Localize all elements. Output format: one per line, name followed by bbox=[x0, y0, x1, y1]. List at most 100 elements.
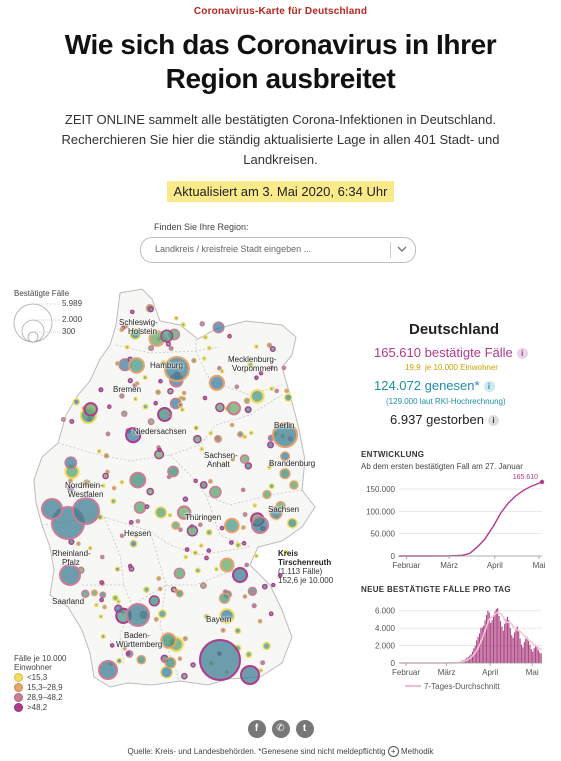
district-bubble[interactable] bbox=[157, 447, 162, 453]
district-bubble[interactable] bbox=[64, 456, 78, 470]
district-bubble[interactable] bbox=[128, 357, 145, 374]
district-bubble[interactable] bbox=[99, 591, 107, 599]
district-bubble[interactable] bbox=[199, 582, 207, 589]
district-bubble[interactable] bbox=[240, 665, 260, 685]
district-bubble[interactable] bbox=[107, 404, 112, 409]
district-bubble[interactable] bbox=[101, 483, 106, 489]
district-bubble[interactable] bbox=[251, 516, 269, 534]
district-bubble[interactable] bbox=[215, 402, 225, 413]
district-bubble[interactable] bbox=[109, 643, 115, 648]
district-bubble[interactable] bbox=[234, 627, 242, 635]
district-bubble[interactable] bbox=[173, 315, 179, 321]
district-bubble[interactable] bbox=[96, 448, 102, 454]
district-bubble[interactable] bbox=[181, 396, 186, 401]
district-bubble[interactable] bbox=[167, 512, 173, 518]
district-bubble[interactable] bbox=[191, 357, 197, 364]
district-bubble[interactable] bbox=[280, 451, 291, 462]
district-bubble[interactable] bbox=[204, 555, 209, 561]
district-bubble[interactable] bbox=[110, 498, 117, 505]
district-bubble[interactable] bbox=[102, 472, 109, 480]
district-bubble[interactable] bbox=[199, 481, 208, 489]
whatsapp-icon[interactable]: ✆ bbox=[271, 720, 290, 738]
district-bubble[interactable] bbox=[148, 595, 160, 607]
district-bubble[interactable] bbox=[182, 496, 189, 502]
district-bubble[interactable] bbox=[112, 594, 119, 602]
district-bubble[interactable] bbox=[258, 668, 263, 673]
district-bubble[interactable] bbox=[160, 632, 177, 649]
district-bubble[interactable] bbox=[154, 506, 168, 519]
district-bubble[interactable] bbox=[125, 651, 131, 656]
district-bubble[interactable] bbox=[155, 389, 161, 395]
district-bubble[interactable] bbox=[239, 454, 250, 464]
region-search-input[interactable] bbox=[155, 242, 375, 256]
district-bubble[interactable] bbox=[214, 566, 219, 572]
district-bubble[interactable] bbox=[90, 589, 98, 597]
district-bubble[interactable] bbox=[205, 528, 213, 536]
district-bubble[interactable] bbox=[142, 374, 148, 380]
district-bubble[interactable] bbox=[228, 540, 234, 546]
district-bubble[interactable] bbox=[148, 345, 155, 352]
district-bubble[interactable] bbox=[283, 549, 289, 555]
info-icon[interactable]: i bbox=[483, 381, 495, 392]
district-bubble[interactable] bbox=[206, 345, 212, 351]
district-bubble[interactable] bbox=[201, 356, 207, 361]
district-bubble[interactable] bbox=[194, 567, 201, 574]
plus-circle-icon[interactable]: + bbox=[387, 746, 399, 757]
district-bubble[interactable] bbox=[199, 321, 205, 327]
district-bubble[interactable] bbox=[135, 518, 141, 524]
district-bubble[interactable] bbox=[219, 608, 235, 624]
district-bubble[interactable] bbox=[167, 465, 180, 478]
district-bubble[interactable] bbox=[142, 403, 149, 410]
district-bubble[interactable] bbox=[241, 525, 246, 530]
district-bubble[interactable] bbox=[161, 658, 167, 664]
district-bubble[interactable] bbox=[164, 656, 177, 669]
district-bubble[interactable] bbox=[119, 327, 124, 333]
district-bubble[interactable] bbox=[281, 365, 287, 371]
district-bubble[interactable] bbox=[114, 604, 123, 613]
district-bubble[interactable] bbox=[83, 402, 98, 417]
district-bubble[interactable] bbox=[166, 474, 172, 480]
district-bubble[interactable] bbox=[126, 603, 150, 627]
district-bubble[interactable] bbox=[173, 567, 186, 580]
district-bubble[interactable] bbox=[243, 397, 251, 405]
district-bubble[interactable] bbox=[183, 554, 189, 560]
district-bubble[interactable] bbox=[184, 547, 190, 552]
district-bubble[interactable] bbox=[177, 656, 183, 662]
district-bubble[interactable] bbox=[125, 427, 142, 444]
district-bubble[interactable] bbox=[197, 522, 203, 527]
district-bubble[interactable] bbox=[257, 618, 263, 624]
district-bubble[interactable] bbox=[121, 410, 128, 417]
district-bubble[interactable] bbox=[130, 309, 135, 315]
district-bubble[interactable] bbox=[119, 479, 125, 485]
district-bubble[interactable] bbox=[219, 557, 235, 573]
district-bubble[interactable] bbox=[168, 345, 174, 351]
district-bubble[interactable] bbox=[244, 562, 249, 568]
district-bubble[interactable] bbox=[274, 388, 280, 394]
district-bubble[interactable] bbox=[240, 487, 246, 493]
district-bubble[interactable] bbox=[254, 344, 259, 349]
district-bubble[interactable] bbox=[266, 464, 272, 470]
district-bubble[interactable] bbox=[98, 660, 118, 680]
district-bubble[interactable] bbox=[244, 462, 253, 470]
district-bubble[interactable] bbox=[206, 548, 212, 553]
district-bubble[interactable] bbox=[220, 627, 226, 633]
district-bubble[interactable] bbox=[68, 538, 75, 546]
district-bubble[interactable] bbox=[198, 543, 204, 549]
district-bubble[interactable] bbox=[272, 422, 298, 448]
germany-map[interactable] bbox=[20, 285, 360, 700]
district-bubble[interactable] bbox=[222, 461, 227, 467]
region-search[interactable] bbox=[140, 237, 416, 263]
district-bubble[interactable] bbox=[156, 576, 162, 581]
district-bubble[interactable] bbox=[181, 390, 187, 396]
district-bubble[interactable] bbox=[119, 533, 125, 539]
district-bubble[interactable] bbox=[87, 545, 93, 551]
district-bubble[interactable] bbox=[251, 590, 257, 596]
district-bubble[interactable] bbox=[279, 468, 291, 480]
district-bubble[interactable] bbox=[147, 306, 154, 313]
district-bubble[interactable] bbox=[202, 395, 208, 401]
district-bubble[interactable] bbox=[129, 328, 142, 340]
district-bubble[interactable] bbox=[284, 393, 293, 402]
district-bubble[interactable] bbox=[116, 599, 121, 604]
method-link[interactable]: Methodik bbox=[400, 747, 434, 756]
district-bubble[interactable] bbox=[242, 512, 248, 517]
